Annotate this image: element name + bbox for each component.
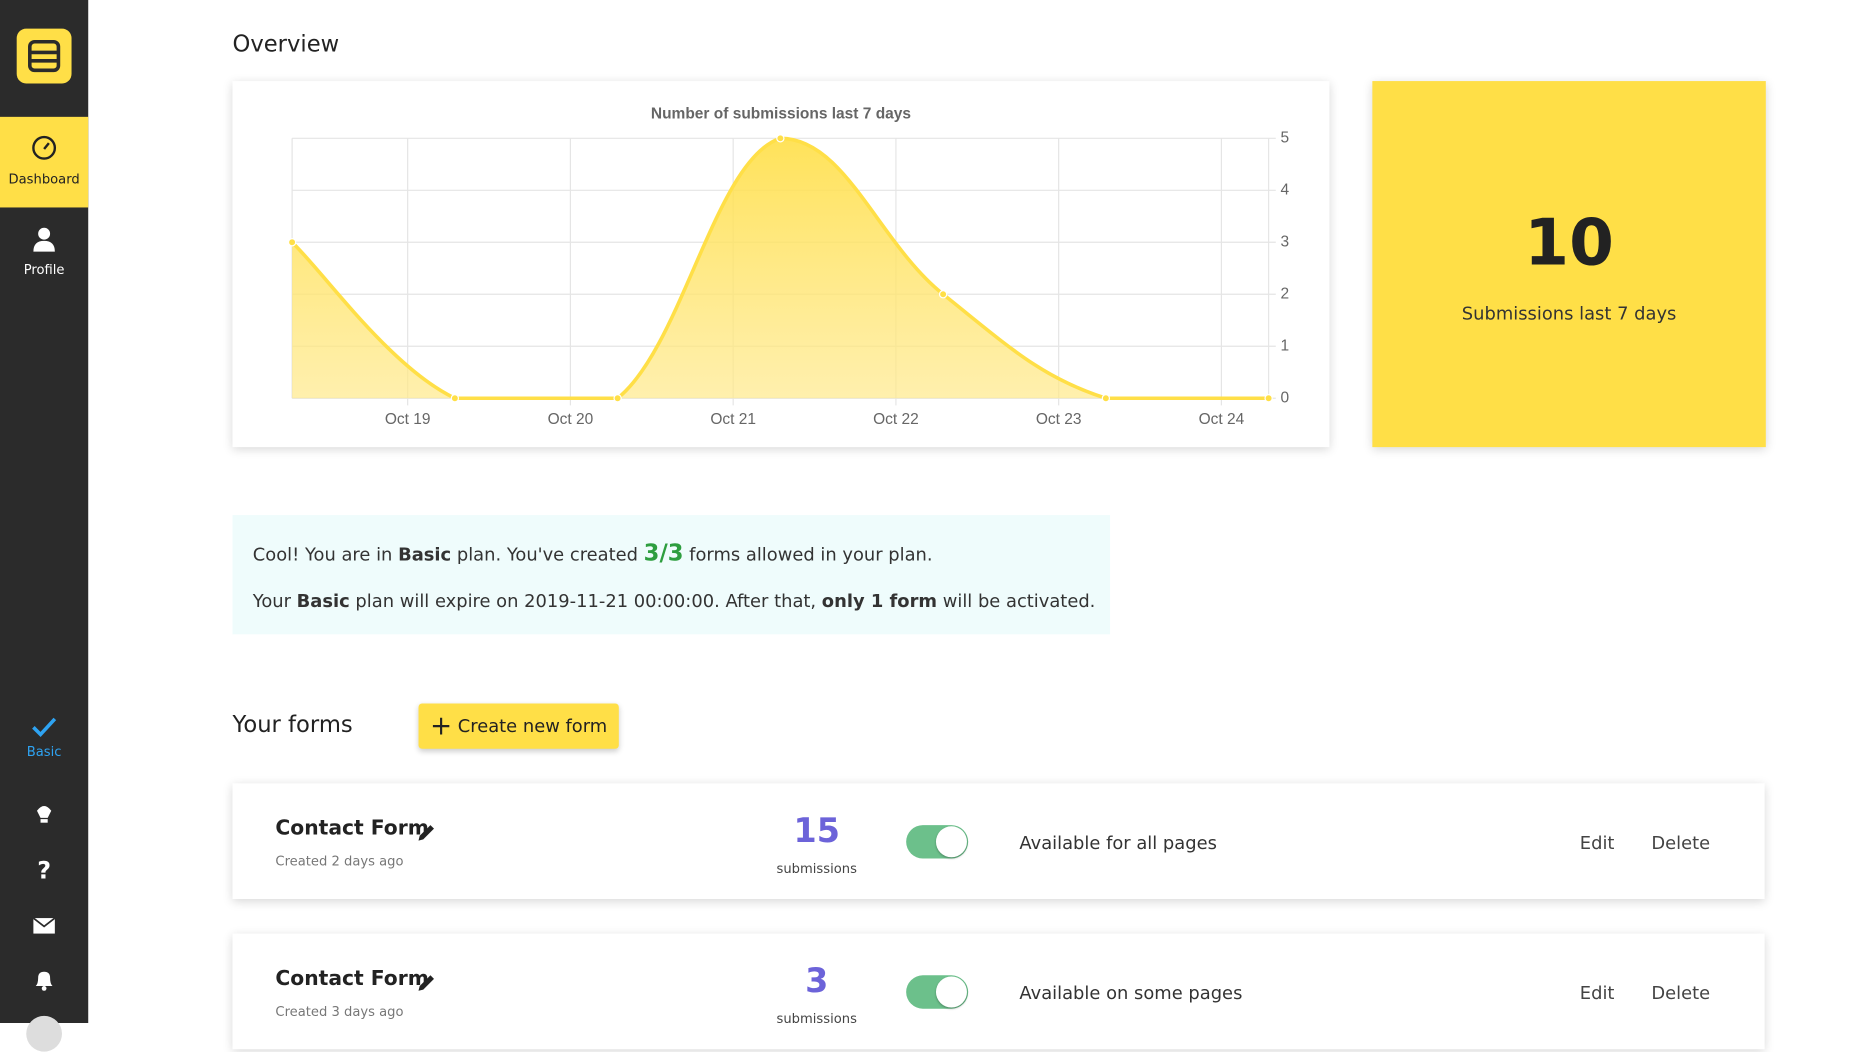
text: Your — [252, 590, 297, 612]
app: Dashboard Profile Basic ? Overview Numbe… — [0, 0, 1766, 1052]
x-tick-label: Oct 22 — [873, 411, 919, 428]
svg-text:?: ? — [37, 858, 51, 884]
notice-line: Your Basic plan will expire on 2019-11-2… — [253, 590, 1096, 611]
toggle-knob — [935, 976, 967, 1008]
point — [776, 134, 785, 143]
availability: Available for all pages — [1019, 832, 1217, 854]
idea-icon[interactable] — [32, 801, 56, 825]
stat-label: Submissions last 7 days — [1461, 302, 1677, 325]
point — [450, 394, 460, 403]
x-tick-label: Oct 20 — [548, 411, 594, 428]
edit-link[interactable]: Edit — [1579, 832, 1615, 854]
x-tick-label: Oct 19 — [385, 411, 431, 428]
forms-title: Your forms — [232, 711, 353, 739]
edit-link[interactable]: Edit — [1579, 982, 1615, 1004]
text: will be activated. — [937, 590, 1096, 612]
text: Basic — [398, 543, 452, 566]
form-card: Contact Form Created 2 days ago 15 submissi… — [232, 783, 1765, 900]
mail-icon[interactable] — [32, 916, 56, 935]
form-created: Created 2 days ago — [275, 853, 404, 870]
profile-icon — [33, 227, 55, 252]
text: Basic — [296, 590, 350, 612]
x-tick-label: Oct 23 — [1036, 411, 1082, 428]
delete-link[interactable]: Delete — [1651, 832, 1711, 854]
nav-label: Profile — [23, 262, 65, 278]
stat-value: 10 — [1524, 205, 1614, 281]
y-tick-label: 1 — [1281, 337, 1290, 354]
y-tick-label: 2 — [1281, 285, 1290, 302]
chart-card: Number of submissions last 7 days 0 1 2 3 4 5… — [232, 81, 1330, 448]
text: plan will expire on 2019-11-21 00:00:00.… — [349, 590, 822, 612]
form-card: Contact Form Created 3 days ago 3 submissio… — [232, 933, 1765, 1050]
x-tick-label: Oct 24 — [1199, 411, 1245, 428]
create-form-button[interactable]: + Create new form — [418, 703, 619, 749]
plan-check — [32, 717, 57, 738]
form-name: Contact Form — [275, 816, 429, 841]
notice-line: Cool! You are in Basic plan. You've crea… — [253, 540, 933, 566]
chart: Number of submissions last 7 days 0 1 2 3 4 5… — [287, 106, 1290, 428]
delete-link[interactable]: Delete — [1651, 982, 1711, 1004]
submission-count: 3 — [805, 961, 829, 1001]
submission-label: submissions — [776, 860, 857, 877]
text: plan. You've created — [451, 543, 644, 566]
active-toggle[interactable] — [906, 975, 969, 1009]
help-icon[interactable]: ? — [32, 858, 56, 884]
sidebar: Dashboard Profile Basic ? — [0, 0, 89, 1052]
logo[interactable] — [16, 28, 72, 84]
y-tick-label: 4 — [1281, 181, 1290, 198]
text: 3/3 — [643, 540, 684, 567]
submission-label: submissions — [776, 1011, 857, 1027]
plan-label: Basic — [26, 744, 62, 760]
nav-profile[interactable]: Profile — [0, 224, 88, 284]
logo-icon — [28, 39, 61, 73]
availability: Available on some pages — [1019, 982, 1243, 1004]
form-created: Created 3 days ago — [275, 1003, 404, 1020]
edit-name-icon[interactable] — [416, 972, 437, 993]
overview-title: Overview — [232, 31, 340, 58]
point — [613, 394, 622, 403]
page: {"sidebar": {"items": ["Dashboard", "Pro… — [0, 0, 1766, 1052]
toggle-knob — [935, 826, 967, 858]
y-tick-label: 3 — [1281, 233, 1290, 250]
area — [292, 138, 1269, 399]
bell-icon[interactable] — [32, 968, 56, 992]
submission-count: 15 — [793, 810, 840, 851]
x-tick-label: Oct 21 — [710, 411, 756, 428]
active-toggle[interactable] — [906, 825, 969, 859]
y-tick-label: 0 — [1281, 389, 1290, 406]
point — [1264, 394, 1273, 403]
point — [1101, 394, 1111, 403]
form-name: Contact Form — [275, 966, 429, 991]
button-label: Create new form — [457, 715, 608, 737]
text: only 1 form — [821, 590, 938, 612]
nav-dashboard[interactable]: Dashboard — [0, 116, 89, 208]
avatar[interactable] — [26, 1015, 63, 1052]
text: forms allowed in your plan. — [683, 543, 933, 566]
point — [938, 290, 948, 299]
stat-card: 10 Submissions last 7 days — [1372, 81, 1766, 448]
dashboard-icon — [32, 135, 57, 160]
plan-notice: Cool! You are in Basic plan. You've crea… — [232, 515, 1111, 635]
edit-name-icon[interactable] — [416, 822, 437, 843]
point — [287, 238, 297, 247]
text: Cool! You are in — [252, 543, 399, 566]
y-tick-label: 5 — [1281, 129, 1290, 146]
chart-title: Number of submissions last 7 days — [651, 106, 911, 123]
nav-label: Dashboard — [8, 171, 80, 188]
